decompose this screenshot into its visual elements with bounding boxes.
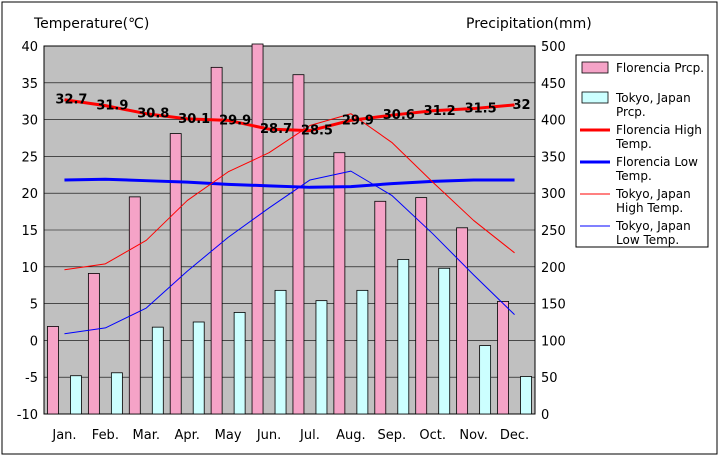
left-tick-label: 20 bbox=[21, 187, 38, 202]
right-tick-label: 100 bbox=[541, 334, 566, 349]
legend-tokyo-low-line: Tokyo, Japan Low Temp. bbox=[580, 219, 691, 247]
legend-florencia-low-line: Florencia Low Temp. bbox=[580, 155, 698, 183]
legend-florencia-high-line: Florencia High Temp. bbox=[580, 123, 702, 151]
high-temp-data-label: 30.6 bbox=[383, 108, 415, 123]
tokyo-prcp-bar bbox=[397, 259, 410, 415]
right-tick-label: 450 bbox=[541, 77, 566, 92]
florencia-prcp-bar bbox=[333, 152, 346, 415]
tokyo-prcp-bar bbox=[479, 345, 492, 415]
florencia-high-line bbox=[64, 98, 515, 133]
left-tick-label: 10 bbox=[21, 261, 38, 276]
high-temp-data-label: 32.7 bbox=[55, 93, 87, 108]
right-tick-label: 400 bbox=[541, 114, 566, 129]
high-temp-data-label: 28.5 bbox=[301, 124, 333, 139]
legend-label: Tokyo, Japan Prcp. bbox=[615, 91, 691, 119]
legend-box bbox=[575, 54, 709, 248]
florencia-prcp-bar bbox=[169, 133, 182, 415]
florencia-prcp-bar bbox=[415, 197, 428, 415]
line-layer bbox=[64, 98, 515, 335]
left-tick-label: 35 bbox=[21, 77, 38, 92]
florencia-prcp-bar bbox=[87, 273, 100, 415]
left-tick-label: 30 bbox=[21, 114, 38, 129]
left-tick-label: 0 bbox=[30, 334, 38, 349]
month-label: Jun. bbox=[256, 428, 281, 443]
high-temp-data-label: 31.9 bbox=[96, 99, 128, 114]
legend-swatch bbox=[581, 61, 609, 74]
high-temp-data-label: 31.5 bbox=[465, 102, 497, 117]
legend-label: Florencia High Temp. bbox=[615, 123, 702, 151]
tokyo-prcp-bar bbox=[151, 326, 164, 415]
month-label: Dec. bbox=[500, 428, 529, 443]
month-label: May bbox=[215, 428, 242, 443]
month-label: Apr. bbox=[174, 428, 199, 443]
high-temp-data-label: 30.1 bbox=[178, 112, 210, 127]
high-temp-data-label: 29.9 bbox=[342, 113, 374, 128]
left-tick-label: -10 bbox=[17, 408, 38, 423]
right-tick-label: 200 bbox=[541, 261, 566, 276]
high-temp-data-label: 28.7 bbox=[260, 122, 292, 137]
florencia-prcp-bar bbox=[374, 200, 387, 415]
data-label-layer: 32.7 31.9 30.8 30.1 29.9 28.7 28.5 29.9 30.6 31.2… bbox=[55, 93, 530, 139]
florencia-prcp-bar bbox=[456, 227, 469, 415]
tokyo-prcp-bar bbox=[438, 267, 451, 415]
month-label: Jan. bbox=[51, 428, 76, 443]
legend-label: Florencia Low Temp. bbox=[615, 155, 698, 183]
legend-label: Tokyo, Japan High Temp. bbox=[615, 187, 691, 215]
month-label: Feb. bbox=[92, 428, 119, 443]
florencia-prcp-bar bbox=[128, 196, 141, 415]
legend-swatch bbox=[581, 91, 609, 104]
left-tick-label: -5 bbox=[25, 371, 38, 386]
right-tick-label: 150 bbox=[541, 298, 566, 313]
bar-layer bbox=[47, 43, 532, 415]
florencia-prcp-bar bbox=[251, 43, 264, 415]
axis-layer: -10-505101520253035400501001502002503003… bbox=[17, 40, 566, 443]
tokyo-low-line bbox=[64, 170, 515, 335]
legend-tokyo-high-line: Tokyo, Japan High Temp. bbox=[580, 187, 691, 215]
tokyo-prcp-bar bbox=[192, 321, 205, 415]
right-tick-label: 0 bbox=[541, 408, 549, 423]
month-label: Mar. bbox=[133, 428, 160, 443]
high-temp-data-label: 30.8 bbox=[137, 107, 169, 122]
tokyo-prcp-bar bbox=[110, 372, 123, 415]
florencia-prcp-bar bbox=[497, 300, 509, 415]
florencia-prcp-bar bbox=[210, 66, 223, 415]
legend-label: Florencia Prcp. bbox=[616, 61, 704, 75]
legend-tokyo-prcp: Tokyo, Japan Prcp. bbox=[581, 91, 691, 119]
high-temp-data-label: 31.2 bbox=[424, 104, 456, 119]
month-label: Sep. bbox=[377, 428, 406, 443]
month-label: Oct. bbox=[419, 428, 446, 443]
legend-label: Tokyo, Japan Low Temp. bbox=[615, 219, 691, 247]
left-tick-label: 40 bbox=[21, 40, 38, 55]
florencia-prcp-bar bbox=[292, 74, 305, 415]
left-tick-label: 15 bbox=[21, 224, 38, 239]
tokyo-prcp-bar bbox=[233, 312, 246, 415]
left-tick-label: 5 bbox=[30, 298, 38, 313]
tokyo-prcp-bar bbox=[274, 289, 287, 415]
tokyo-prcp-bar bbox=[315, 300, 328, 415]
high-temp-data-label: 29.9 bbox=[219, 113, 251, 128]
right-axis-title: Precipitation(mm) bbox=[466, 16, 592, 32]
legend-florencia-prcp: Florencia Prcp. bbox=[581, 61, 704, 75]
tokyo-prcp-bar bbox=[520, 376, 532, 415]
month-label: Jul. bbox=[299, 428, 320, 443]
month-label: Nov. bbox=[459, 428, 488, 443]
grid-lines bbox=[44, 82, 535, 378]
tokyo-prcp-bar bbox=[70, 375, 82, 415]
high-temp-data-label: 32 bbox=[512, 98, 530, 113]
florencia-low-line bbox=[64, 177, 515, 189]
tokyo-prcp-bar bbox=[356, 289, 369, 415]
right-tick-label: 300 bbox=[541, 187, 566, 202]
right-tick-label: 350 bbox=[541, 150, 566, 165]
tokyo-high-line bbox=[64, 113, 515, 271]
month-label: Aug. bbox=[336, 428, 366, 443]
florencia-prcp-bar bbox=[47, 326, 59, 415]
right-tick-label: 50 bbox=[541, 371, 558, 386]
left-axis-title: Temperature(℃) bbox=[33, 16, 149, 32]
right-tick-label: 500 bbox=[541, 40, 566, 55]
right-tick-label: 250 bbox=[541, 224, 566, 239]
left-tick-label: 25 bbox=[21, 150, 38, 165]
legend: Florencia Prcp. Tokyo, Japan Prcp. Florenci… bbox=[575, 54, 709, 248]
